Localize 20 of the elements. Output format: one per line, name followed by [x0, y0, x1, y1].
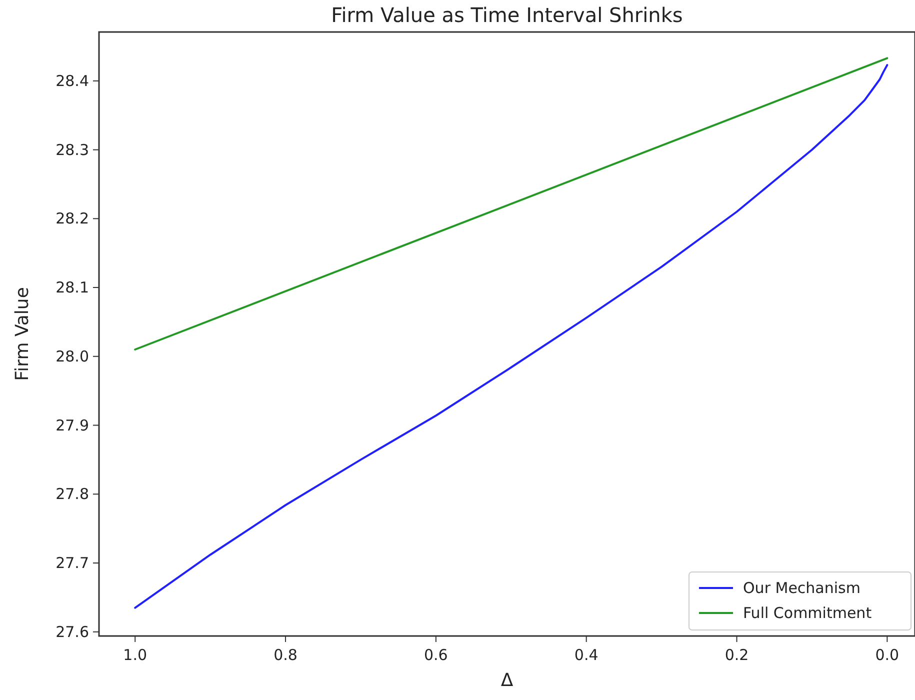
x-tick-label: 1.0	[123, 646, 148, 664]
x-tick-label: 0.4	[574, 646, 598, 664]
x-tick-label: 0.0	[875, 646, 900, 664]
y-tick-label: 27.9	[56, 416, 89, 434]
y-tick-label: 28.4	[56, 72, 89, 90]
y-tick-label: 27.8	[56, 485, 89, 504]
legend-label: Full Commitment	[743, 604, 872, 622]
y-axis-title: Firm Value	[12, 287, 33, 381]
y-tick-label: 28.0	[56, 347, 89, 366]
y-tick-label: 28.2	[56, 210, 89, 228]
chart-title: Firm Value as Time Interval Shrinks	[331, 3, 683, 27]
y-tick-label: 28.3	[56, 140, 89, 159]
legend-label: Our Mechanism	[743, 579, 860, 597]
y-tick-label: 27.7	[56, 554, 89, 572]
y-tick-label: 27.6	[56, 622, 89, 641]
x-tick-label: 0.8	[274, 646, 298, 664]
x-tick-label: 0.6	[424, 646, 448, 664]
x-axis-title: Δ	[500, 670, 514, 691]
x-tick-label: 0.2	[724, 646, 749, 664]
y-tick-label: 28.1	[56, 278, 89, 297]
